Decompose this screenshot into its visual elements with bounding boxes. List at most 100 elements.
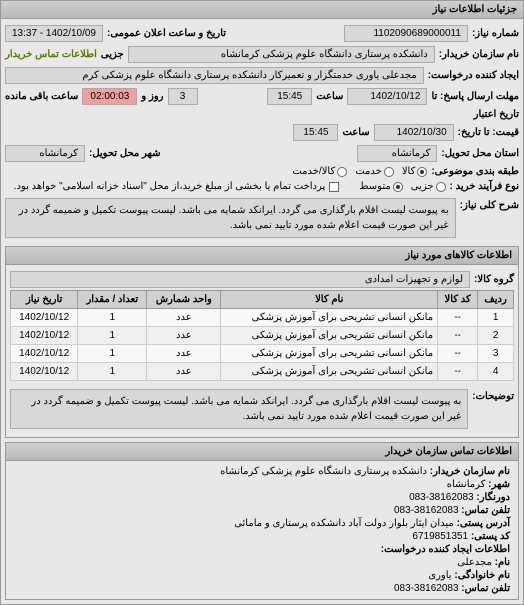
contact-body: نام سازمان خریدار: دانشکده پرستاری دانشگ… (6, 461, 518, 599)
col-unit: واحد شمارش (147, 291, 221, 309)
table-cell: -- (438, 309, 478, 327)
contact-addr: آدرس پستی: میدان ایثار بلوار دولت آباد د… (10, 517, 514, 530)
row-number: شماره نیاز: 1102090689000011 تاریخ و ساع… (5, 23, 519, 44)
row-buyer: نام سازمان خریدار: دانشکده پرستاری دانشگ… (5, 44, 519, 65)
row-price-to: قیمت: تا تاریخ: 1402/10/30 ساعت 15:45 (5, 122, 519, 143)
deadline-time: 15:45 (267, 88, 312, 105)
goods-note-label: توضیحات: (472, 387, 514, 402)
contact-fax: دورنگار: 38162083-083 (10, 491, 514, 504)
radio-icon (436, 182, 446, 192)
table-cell: عدد (147, 345, 221, 363)
table-cell: 3 (478, 345, 514, 363)
radio-icon (384, 167, 394, 177)
number-value: 1102090689000011 (344, 25, 468, 42)
partial-label: جزیی (101, 49, 124, 60)
budget-both-radio[interactable]: کالا/خدمت (292, 166, 347, 177)
validity-label: تاریخ اعتبار (474, 109, 519, 120)
table-cell: -- (438, 327, 478, 345)
table-row[interactable]: 1--مانکن انسانی تشریحی برای آموزش پزشکیع… (11, 309, 514, 327)
table-cell: 1 (78, 363, 147, 381)
col-qty: تعداد / مقدار (78, 291, 147, 309)
contact-creator-section: اطلاعات ایجاد کننده درخواست: (10, 543, 514, 556)
table-cell: عدد (147, 309, 221, 327)
deadline-time-label: ساعت (316, 91, 343, 102)
row-purchase-type: نوع فرآیند خرید : جزیی متوسط پرداخت تمام… (5, 179, 519, 194)
budget-goods-radio[interactable]: کالا (402, 166, 428, 177)
row-validity-hdr: تاریخ اعتبار (5, 107, 519, 122)
contact-panel: اطلاعات تماس سازمان خریدار نام سازمان خر… (5, 442, 519, 600)
deadline-date: 1402/10/12 (347, 88, 427, 105)
radio-icon (337, 167, 347, 177)
table-cell: 4 (478, 363, 514, 381)
contact-cphone: تلفن تماس: 38162083-083 (10, 582, 514, 595)
table-cell: مانکن انسانی تشریحی برای آموزش پزشکی (221, 309, 438, 327)
col-name: نام کالا (221, 291, 438, 309)
creator-label: ایجاد کننده درخواست: (428, 70, 519, 81)
contact-org: نام سازمان خریدار: دانشکده پرستاری دانشگ… (10, 465, 514, 478)
goods-body: گروه کالا: لوازم و تجهیزات امدادی ردیف ک… (6, 265, 518, 437)
remain-days: 3 (168, 88, 198, 105)
table-cell: 1402/10/12 (11, 327, 78, 345)
announce-value: 1402/10/09 - 13:37 (5, 25, 103, 42)
table-cell: 1402/10/12 (11, 309, 78, 327)
purchase-type-label: نوع فرآیند خرید : (450, 181, 519, 192)
purchase-small-radio[interactable]: جزیی (411, 181, 446, 192)
table-cell: 1402/10/12 (11, 363, 78, 381)
desc-value: به پیوست لیست اقلام بارگذاری می گردد. ای… (5, 198, 456, 238)
buyer-value: دانشکده پرستاری دانشگاه علوم پزشکی کرمان… (128, 46, 435, 63)
goods-panel: اطلاعات کالاهای مورد نیاز گروه کالا: لوا… (5, 246, 519, 438)
delivery-state-label: استان محل تحویل: (441, 148, 519, 159)
row-budget: طبقه بندی موضوعی: کالا خدمت کالا/خدمت (5, 164, 519, 179)
col-code: کد کالا (438, 291, 478, 309)
goods-header: اطلاعات کالاهای مورد نیاز (6, 247, 518, 265)
main-body: شماره نیاز: 1102090689000011 تاریخ و ساع… (1, 19, 523, 604)
remain-label: ساعت باقی مانده (5, 91, 78, 102)
radio-icon (393, 182, 403, 192)
row-group: گروه کالا: لوازم و تجهیزات امدادی (10, 269, 514, 290)
table-header-row: ردیف کد کالا نام کالا واحد شمارش تعداد /… (11, 291, 514, 309)
treasury-checkbox[interactable] (329, 182, 339, 192)
remain-days-label: روز و (141, 91, 163, 102)
delivery-city-label: شهر محل تحویل: (89, 148, 161, 159)
row-creator: ایجاد کننده درخواست: مجدعلی یاوری خدمتگز… (5, 65, 519, 86)
table-cell: عدد (147, 327, 221, 345)
table-cell: عدد (147, 363, 221, 381)
contact-header: اطلاعات تماس سازمان خریدار (6, 443, 518, 461)
desc-label: شرح کلی نیاز: (460, 196, 519, 211)
table-cell: مانکن انسانی تشریحی برای آموزش پزشکی (221, 345, 438, 363)
price-to-label: قیمت: تا تاریخ: (458, 127, 519, 138)
price-to-time: 15:45 (293, 124, 338, 141)
table-row[interactable]: 3--مانکن انسانی تشریحی برای آموزش پزشکیع… (11, 345, 514, 363)
radio-icon (417, 167, 427, 177)
delivery-city: کرمانشاه (5, 145, 85, 162)
purchase-radio-group: جزیی متوسط (359, 181, 445, 192)
goods-note: به پیوست لیست اقلام بارگذاری می گردد. ای… (10, 389, 468, 429)
row-delivery: استان محل تحویل: کرمانشاه شهر محل تحویل:… (5, 143, 519, 164)
group-value: لوازم و تجهیزات امدادی (10, 271, 470, 288)
row-deadline: مهلت ارسال پاسخ: تا 1402/10/12 ساعت 15:4… (5, 86, 519, 107)
table-row[interactable]: 2--مانکن انسانی تشریحی برای آموزش پزشکیع… (11, 327, 514, 345)
table-cell: 1 (78, 345, 147, 363)
table-cell: 1 (78, 327, 147, 345)
creator-value: مجدعلی یاوری خدمتگزار و تعمیرکار دانشکده… (5, 67, 424, 84)
main-title: جزئیات اطلاعات نیاز (433, 4, 517, 15)
table-cell: مانکن انسانی تشریحی برای آموزش پزشکی (221, 327, 438, 345)
table-row[interactable]: 4--مانکن انسانی تشریحی برای آموزش پزشکیع… (11, 363, 514, 381)
table-cell: 1 (478, 309, 514, 327)
col-date: تاریخ نیاز (11, 291, 78, 309)
deadline-label: مهلت ارسال پاسخ: تا (431, 91, 519, 102)
price-to-time-label: ساعت (342, 127, 369, 138)
buyer-contact-link[interactable]: اطلاعات تماس خریدار (5, 49, 97, 60)
group-label: گروه کالا: (474, 274, 514, 285)
table-cell: مانکن انسانی تشریحی برای آموزش پزشکی (221, 363, 438, 381)
contact-name: نام: مجدعلی (10, 556, 514, 569)
main-panel: جزئیات اطلاعات نیاز شماره نیاز: 11020906… (0, 0, 524, 605)
number-label: شماره نیاز: (472, 28, 519, 39)
purchase-medium-radio[interactable]: متوسط (359, 181, 402, 192)
buyer-label: نام سازمان خریدار: (439, 49, 519, 60)
announce-label: تاریخ و ساعت اعلان عمومی: (107, 28, 226, 39)
budget-service-radio[interactable]: خدمت (355, 166, 394, 177)
contact-phone: تلفن تماس: 38162083-083 (10, 504, 514, 517)
remain-time: 02:00:03 (82, 88, 137, 105)
contact-city: شهر: کرمانشاه (10, 478, 514, 491)
